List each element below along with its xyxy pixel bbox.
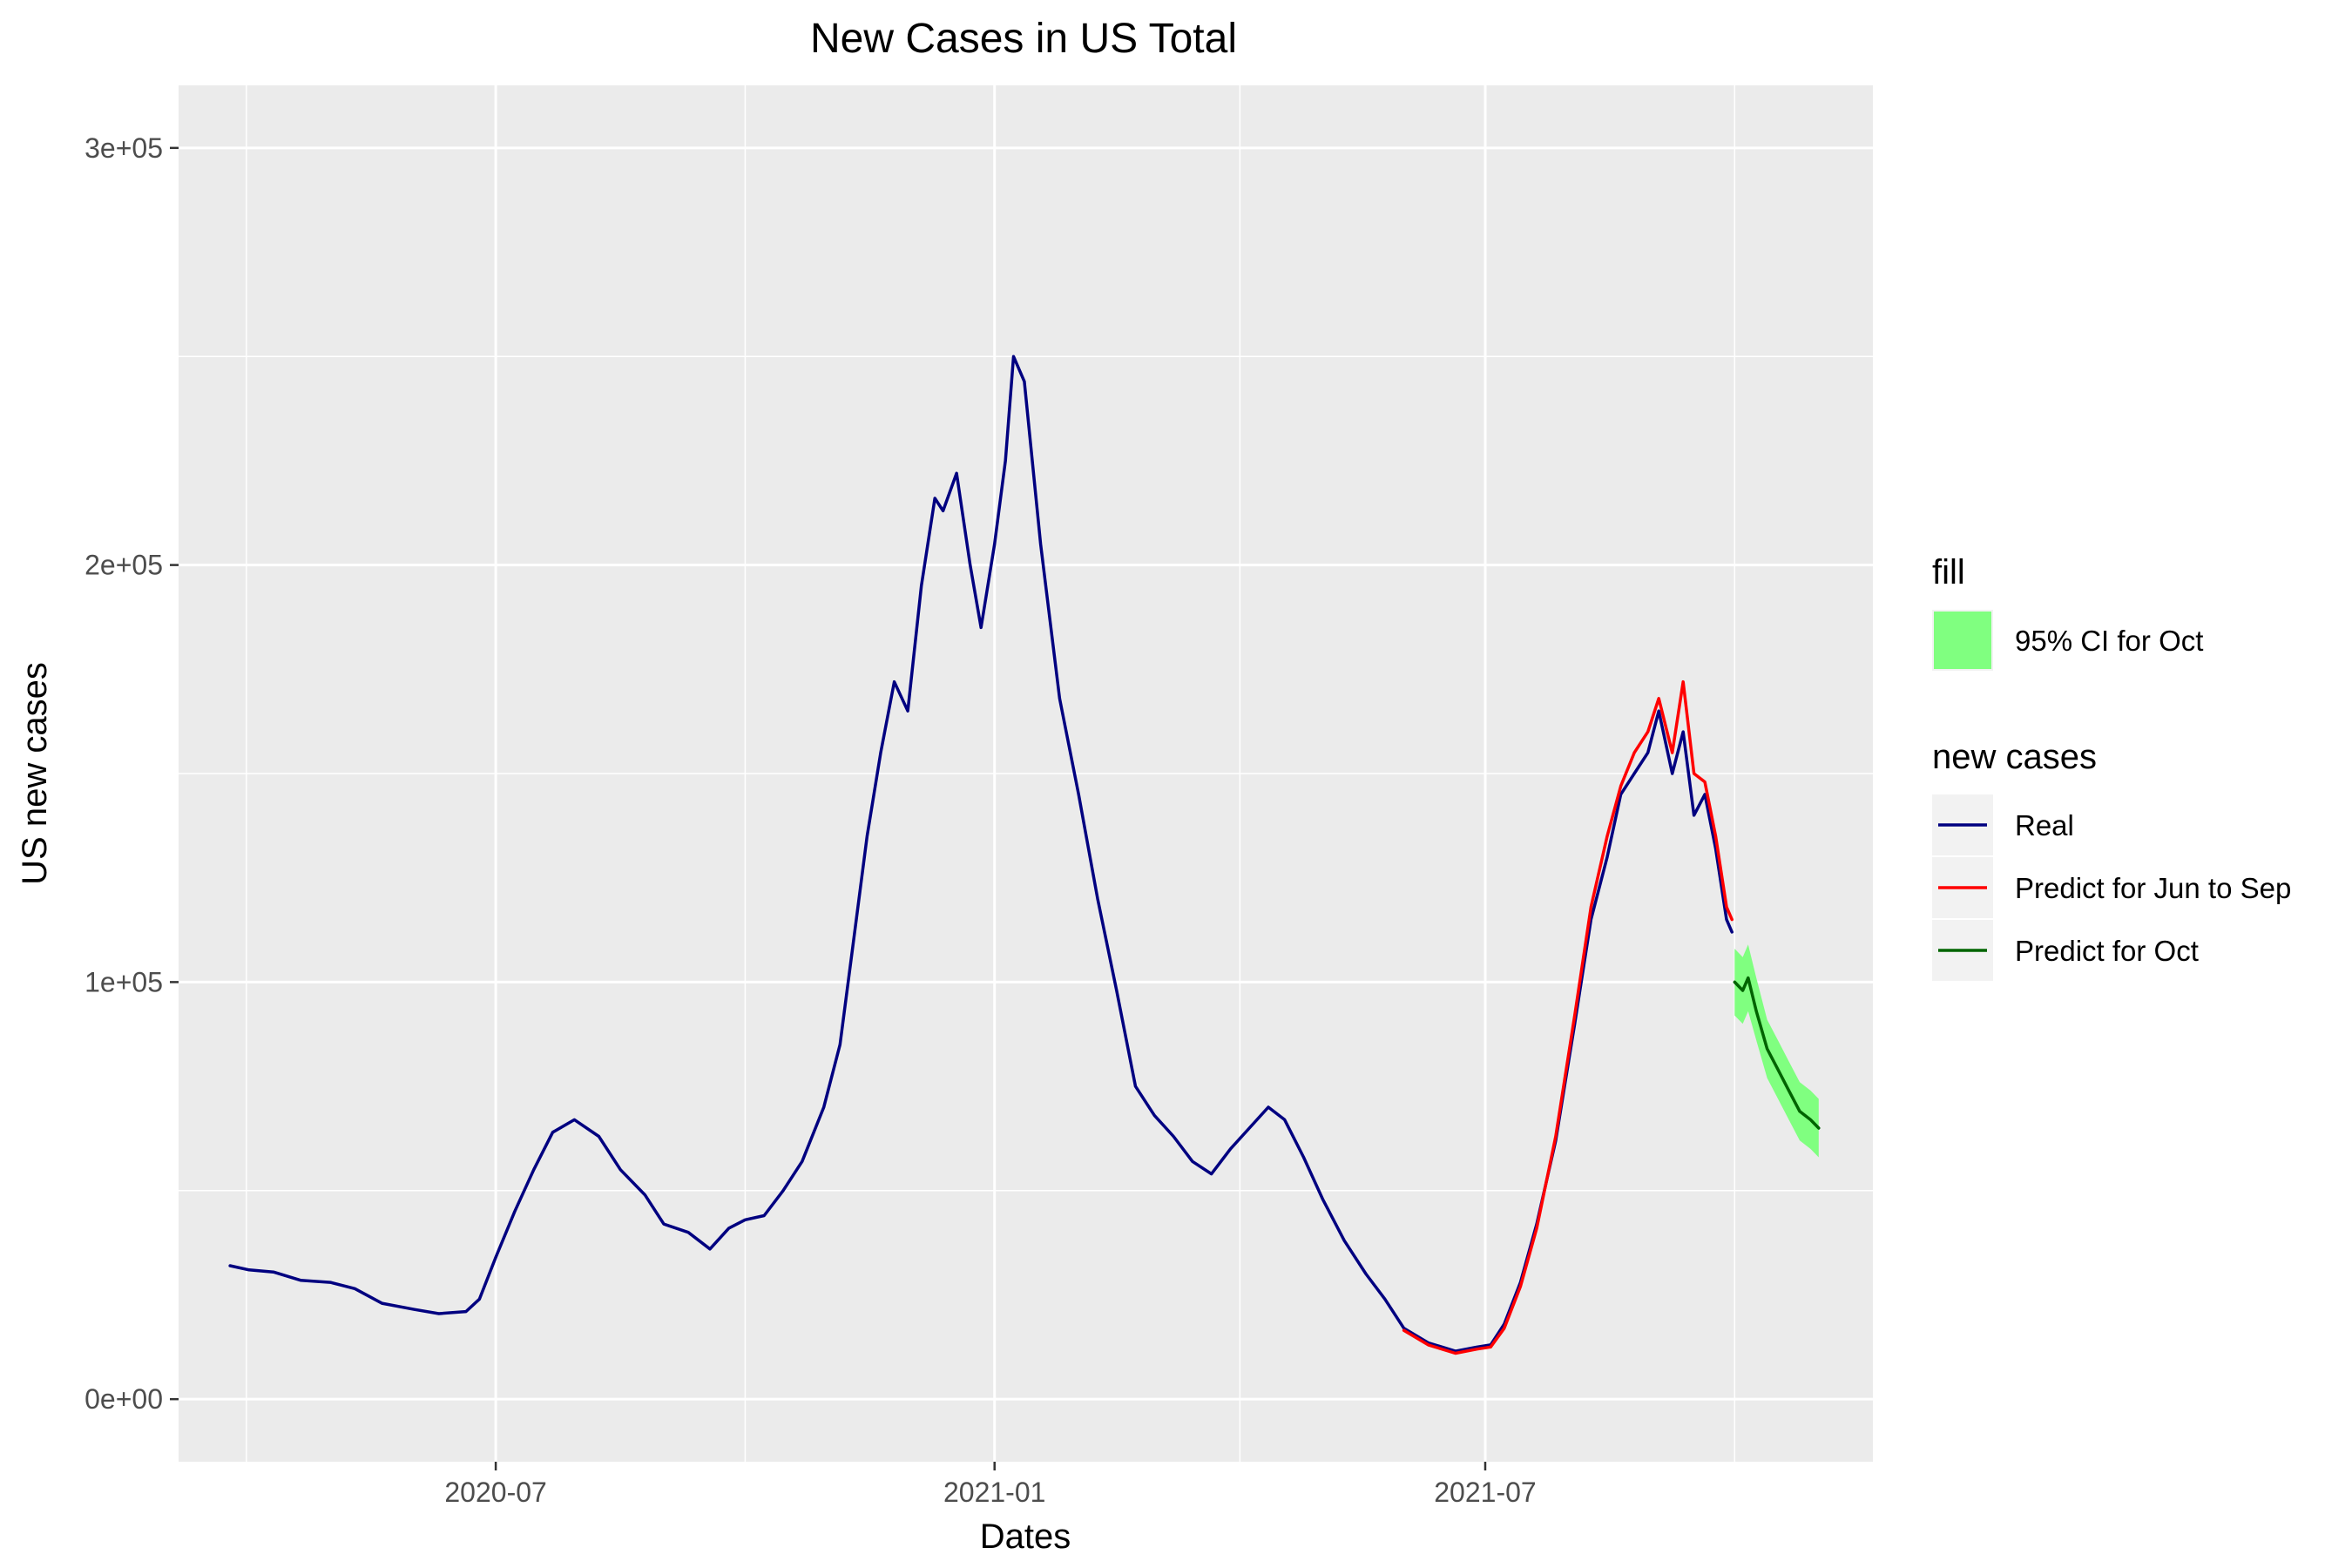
y-axis: 0e+00 1e+05 2e+05 3e+05 [84, 132, 179, 1415]
legend-title: fill [1932, 553, 1965, 591]
series-line-1 [1402, 679, 1734, 1355]
legend-label: Predict for Jun to Sep [2015, 872, 2291, 904]
chart-title: New Cases in US Total [810, 16, 1237, 62]
ci-ribbon-layer [1734, 944, 1819, 1158]
x-axis: 2020-07 2021-01 2021-07 [444, 1462, 1537, 1508]
legend-label: Predict for Oct [2015, 935, 2199, 967]
series-layer [228, 355, 1821, 1355]
grid [179, 85, 1873, 1462]
legend-swatch-fill [1934, 612, 1991, 669]
legend-label: Real [2015, 809, 2074, 841]
x-tick-label: 2020-07 [444, 1477, 546, 1508]
y-tick-label: 0e+00 [84, 1383, 163, 1415]
y-tick-label: 2e+05 [84, 550, 163, 581]
y-tick-label: 3e+05 [84, 132, 163, 164]
series-line-2 [1733, 976, 1821, 1130]
legend-label: 95% CI for Oct [2015, 625, 2203, 657]
ci-ribbon [1734, 944, 1819, 1158]
y-axis-title: US new cases [16, 662, 54, 885]
legend: fill 95% CI for Oct new cases Real Predict f… [1932, 553, 2291, 981]
x-tick-label: 2021-01 [943, 1477, 1045, 1508]
y-tick-label: 1e+05 [84, 966, 163, 997]
x-axis-title: Dates [980, 1517, 1071, 1556]
legend-title: new cases [1932, 738, 2097, 776]
x-tick-label: 2021-07 [1434, 1477, 1536, 1508]
